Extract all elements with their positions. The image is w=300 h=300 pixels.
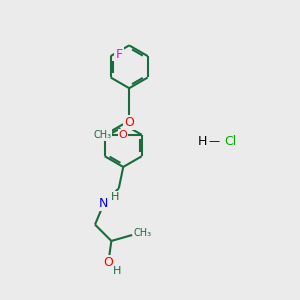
Text: H: H xyxy=(112,266,121,276)
Text: H: H xyxy=(197,135,207,148)
Text: CH₃: CH₃ xyxy=(94,130,112,140)
Text: O: O xyxy=(103,256,113,269)
Text: —: — xyxy=(208,136,220,146)
Text: N: N xyxy=(99,197,109,210)
Text: O: O xyxy=(119,130,128,140)
Text: H: H xyxy=(111,192,119,202)
Text: O: O xyxy=(124,116,134,130)
Text: Cl: Cl xyxy=(224,135,236,148)
Text: F: F xyxy=(116,48,122,61)
Text: CH₃: CH₃ xyxy=(134,228,152,238)
